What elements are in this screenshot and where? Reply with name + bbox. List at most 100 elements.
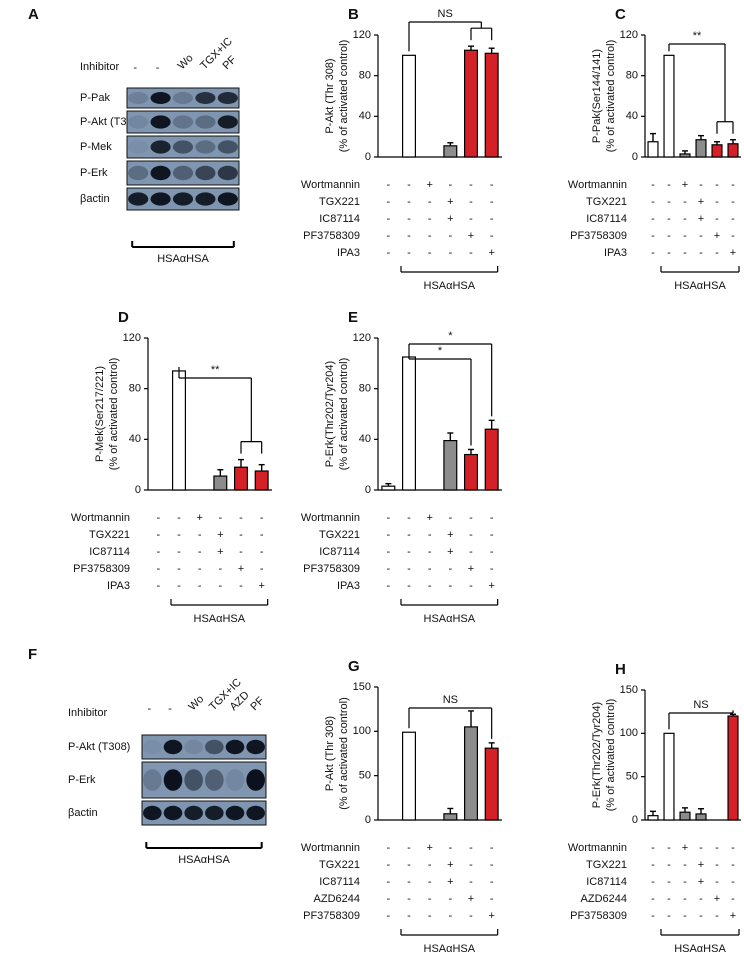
band (246, 739, 265, 755)
group-label: HSAαHSA (424, 280, 476, 292)
treatment-sign: - (715, 247, 719, 259)
treatment-sign: - (407, 512, 411, 524)
treatment-name: IPA3 (107, 580, 130, 592)
band (205, 769, 224, 791)
treatment-sign: - (683, 893, 687, 905)
treatment-name: Wortmannin (301, 512, 360, 524)
y-axis-label: P-Akt (Thr 308) (324, 716, 336, 791)
treatment-sign: + (217, 529, 223, 541)
treatment-sign: - (667, 179, 671, 191)
treatment-sign: - (386, 179, 390, 191)
treatment-sign: - (428, 247, 432, 259)
row-label: P-Pak (80, 92, 110, 104)
treatment-sign: - (651, 179, 655, 191)
y-axis-label: P-Mek(Ser217/221) (94, 366, 106, 462)
treatment-sign: - (156, 512, 160, 524)
treatment-sign: - (428, 563, 432, 575)
treatment-sign: - (198, 529, 202, 541)
treatment-sign: - (407, 842, 411, 854)
treatment-sign: - (407, 179, 411, 191)
treatment-sign: - (469, 859, 473, 871)
treatment-sign: + (488, 910, 494, 922)
row-label: βactin (80, 193, 110, 205)
treatment-sign: - (386, 546, 390, 558)
treatment-sign: - (469, 213, 473, 225)
treatment-sign: - (407, 876, 411, 888)
treatment-sign: - (699, 230, 703, 242)
treatment-sign: - (386, 859, 390, 871)
blot-strip (126, 87, 240, 109)
treatment-sign: + (447, 213, 453, 225)
bar (663, 732, 675, 821)
treatment-sign: - (490, 876, 494, 888)
band (150, 140, 171, 154)
treatment-sign: - (177, 512, 181, 524)
significance-label: ** (693, 30, 702, 42)
inhibitor-label: Inhibitor (80, 61, 119, 73)
significance-label: * (438, 345, 443, 357)
y-axis-label: (% of activated control) (338, 358, 350, 471)
band (225, 769, 245, 791)
significance-label: * (448, 330, 453, 342)
treatment-sign: - (715, 859, 719, 871)
treatment-sign: + (426, 179, 432, 191)
treatment-sign: - (469, 842, 473, 854)
treatment-sign: - (651, 230, 655, 242)
treatment-name: IC87114 (89, 546, 130, 558)
treatment-sign: + (682, 842, 688, 854)
treatment-sign: - (469, 247, 473, 259)
treatment-sign: - (386, 529, 390, 541)
treatment-sign: - (651, 247, 655, 259)
treatment-sign: - (448, 247, 452, 259)
treatment-sign: - (407, 546, 411, 558)
treatment-sign: - (448, 230, 452, 242)
treatment-sign: + (488, 580, 494, 592)
treatment-sign: - (469, 876, 473, 888)
band (128, 165, 149, 181)
treatment-name: IC87114 (319, 876, 360, 888)
group-label: HSAαHSA (194, 613, 246, 625)
treatment-sign: + (730, 247, 736, 259)
group-label: HSAαHSA (674, 943, 726, 955)
inhibitor-label: Inhibitor (68, 707, 107, 719)
y-tick-label: 120 (620, 29, 638, 41)
blot-strip (126, 110, 240, 134)
bar (679, 153, 691, 158)
panel-label: F (28, 646, 37, 663)
treatment-name: IC87114 (319, 213, 360, 225)
treatment-sign: + (447, 546, 453, 558)
treatment-sign: + (447, 196, 453, 208)
error-bar (488, 742, 495, 749)
y-axis-label: (% of activated control) (605, 699, 617, 812)
treatment-sign: - (683, 859, 687, 871)
treatment-sign: - (177, 563, 181, 575)
treatment-name: Wortmannin (301, 842, 360, 854)
error-bar (447, 807, 454, 814)
treatment-sign: - (683, 196, 687, 208)
treatment-sign: - (407, 529, 411, 541)
band (172, 140, 194, 154)
blot-strip (141, 761, 267, 799)
bar (695, 813, 707, 821)
treatment-sign: - (683, 213, 687, 225)
row-label: P-Erk (80, 167, 108, 179)
bar (484, 52, 499, 158)
bar (484, 747, 499, 821)
treatment-sign: - (239, 546, 243, 558)
bar (463, 453, 479, 491)
treatment-sign: + (468, 563, 474, 575)
treatment-sign: - (469, 196, 473, 208)
bar (647, 815, 659, 821)
bar (463, 726, 479, 821)
lane-label: PF (220, 54, 239, 73)
band (172, 192, 194, 206)
treatment-sign: - (651, 842, 655, 854)
group-label: HSAαHSA (178, 854, 230, 866)
treatment-sign: - (218, 563, 222, 575)
treatment-sign: - (490, 546, 494, 558)
band (128, 192, 149, 206)
treatment-name: AZD6244 (314, 893, 360, 905)
treatment-sign: - (386, 196, 390, 208)
treatment-name: Wortmannin (568, 842, 627, 854)
y-axis-label: P-Erk(Thr202/Tyr204) (591, 702, 603, 808)
